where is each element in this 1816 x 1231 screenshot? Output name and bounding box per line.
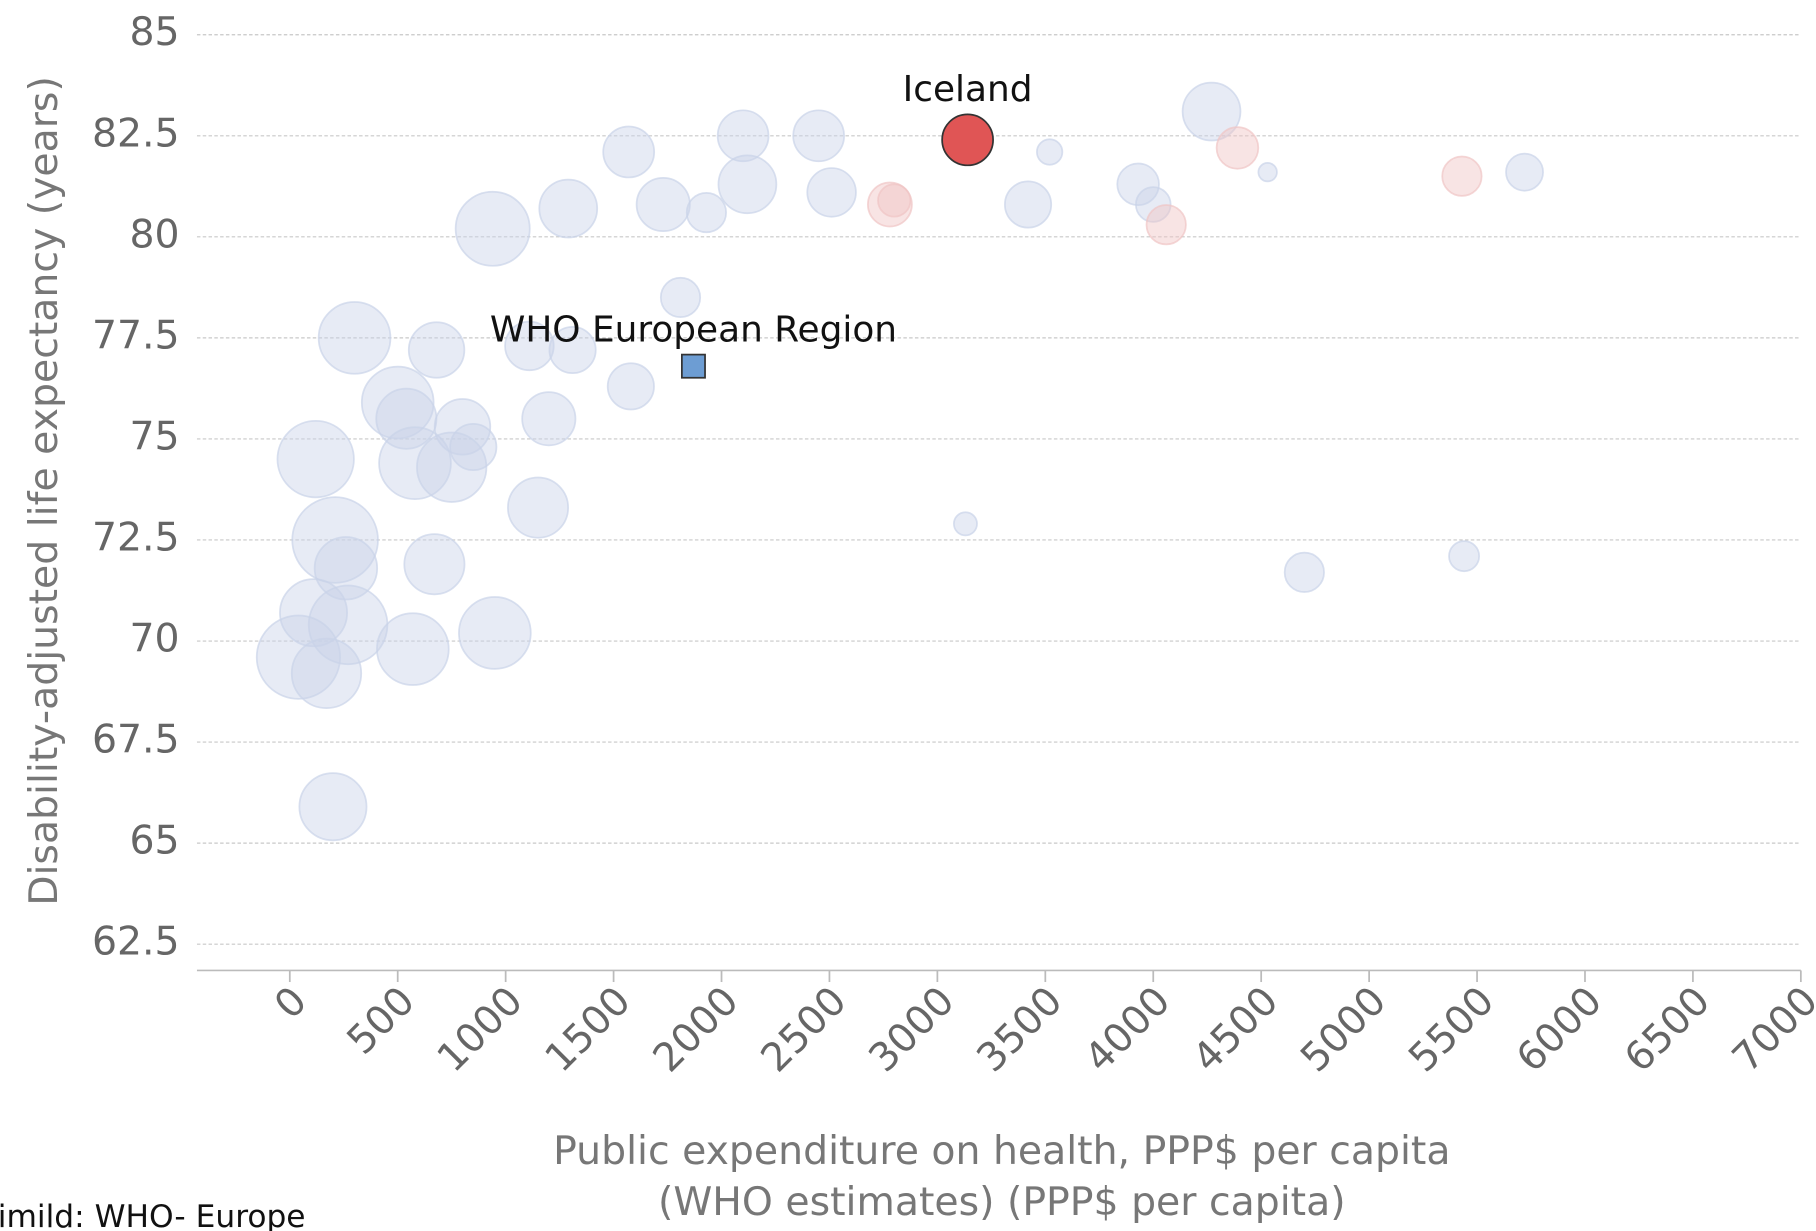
x-tick-label: 500: [338, 978, 424, 1064]
bubble: [717, 154, 778, 215]
bubble: [378, 426, 452, 500]
y-tick-label: 65: [129, 818, 179, 864]
point-label: Iceland: [903, 69, 1033, 110]
bubble: [255, 614, 341, 700]
x-tick-label: 2500: [752, 978, 855, 1081]
source: imild: WHO- Europe: [0, 1199, 306, 1231]
y-tick-label: 80: [129, 211, 179, 257]
bubble: [1145, 204, 1187, 246]
x-axis-title: (WHO estimates) (PPP$ per capita): [658, 1179, 1346, 1225]
bubble: [360, 365, 435, 440]
bubble: [1505, 152, 1544, 192]
x-tick-label: 0: [266, 978, 316, 1028]
bubble: [291, 496, 379, 584]
bubble: [1116, 162, 1160, 207]
bubble: [1004, 180, 1053, 229]
bubble: [521, 391, 577, 447]
bubble: [635, 176, 691, 233]
bubble: [952, 511, 978, 537]
bubble: [1441, 155, 1483, 197]
x-tick-label: 3500: [968, 978, 1071, 1081]
bubble: [1036, 138, 1064, 166]
x-tick-label: 7000: [1724, 978, 1816, 1081]
bubble: [548, 325, 597, 375]
bubble: [416, 431, 488, 503]
bubble: [1215, 126, 1260, 170]
bubble: [602, 125, 656, 179]
point-label: WHO European Region: [490, 309, 897, 350]
x-tick-label: 4000: [1076, 978, 1179, 1081]
bubble: [792, 109, 846, 163]
bubble: [806, 167, 857, 218]
bubble: [1283, 551, 1325, 593]
bubble: [376, 612, 450, 686]
bubble: [290, 637, 363, 709]
bubble: [276, 420, 355, 499]
x-tick-label: 5000: [1292, 978, 1395, 1081]
bubble: [504, 320, 555, 372]
bubble: [1181, 81, 1242, 142]
x-tick-label: 6000: [1508, 978, 1611, 1081]
bubble: [685, 192, 727, 234]
y-tick-label: 72.5: [92, 514, 180, 560]
bubble: [298, 772, 368, 842]
x-axis-title: Public expenditure on health, PPP$ per c…: [553, 1128, 1450, 1174]
bubble: [716, 109, 770, 163]
bubble: [1448, 540, 1481, 573]
y-axis-title: Disability-adjusted life expectancy (yea…: [21, 76, 67, 906]
x-tick-label: 4500: [1184, 978, 1287, 1081]
y-tick-label: 67.5: [92, 717, 180, 763]
x-tick-label: 1000: [428, 978, 531, 1081]
bubble: [1257, 162, 1278, 183]
bubble: [317, 301, 392, 375]
bubble: [454, 190, 531, 267]
bubble: [659, 276, 702, 319]
y-tick-label: 75: [129, 413, 179, 459]
y-tick-label: 82.5: [92, 110, 180, 156]
bubble: [403, 533, 466, 596]
bubble: [507, 476, 570, 539]
bubble: [1135, 186, 1172, 223]
bubble: [538, 178, 599, 239]
bubble: [606, 362, 655, 411]
y-tick-label: 77.5: [92, 312, 180, 358]
x-tick-label: 3000: [860, 978, 963, 1081]
bubble: [458, 596, 532, 670]
y-tick-label: 85: [129, 9, 179, 55]
x-tick-label: 5500: [1400, 978, 1503, 1081]
region-marker: [681, 353, 706, 379]
y-tick-label: 62.5: [92, 919, 180, 965]
x-tick-label: 2000: [644, 978, 747, 1081]
bubble: [877, 183, 912, 218]
y-tick-label: 70: [129, 616, 179, 662]
x-tick-label: 1500: [536, 978, 639, 1081]
bubble: [407, 321, 466, 379]
highlight-bubble: [941, 113, 994, 167]
x-tick-label: 6500: [1616, 978, 1719, 1081]
